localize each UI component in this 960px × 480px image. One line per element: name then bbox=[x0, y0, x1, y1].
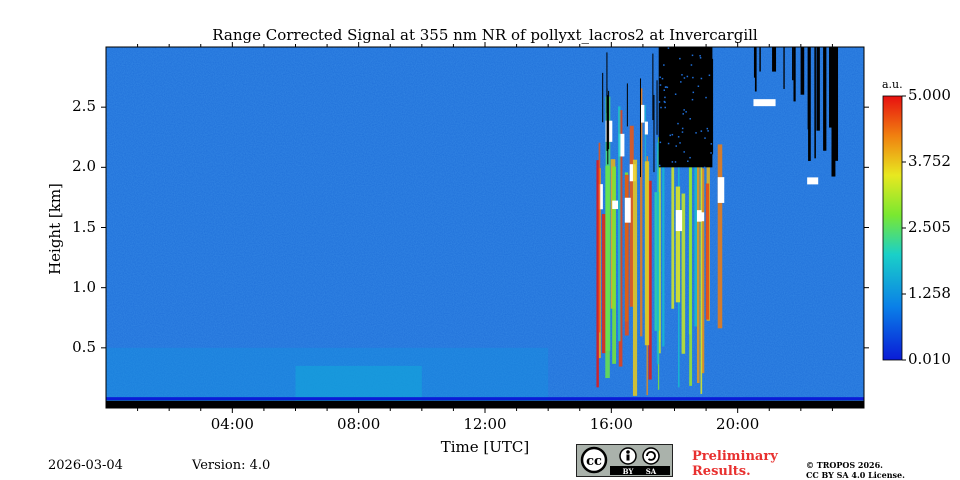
version-label: Version: 4.0 bbox=[192, 458, 271, 473]
cc-text: cc bbox=[586, 454, 602, 469]
x-axis-label: Time [UTC] bbox=[440, 438, 530, 456]
copyright-notice: © TROPOS 2026. CC BY SA 4.0 License. bbox=[806, 460, 905, 480]
y-tick-label: 1.0 bbox=[72, 277, 96, 296]
x-tick-label: 16:00 bbox=[589, 415, 633, 433]
feature-cloud-patch-late bbox=[807, 47, 839, 185]
colorbar bbox=[882, 95, 903, 361]
y-tick-label: 0.5 bbox=[72, 337, 96, 356]
colorbar-unit: a.u. bbox=[882, 78, 903, 91]
x-tick-label: 08:00 bbox=[337, 415, 381, 433]
colorbar-tick-label: 0.010 bbox=[908, 350, 951, 368]
colorbar-tick-label: 1.258 bbox=[908, 284, 951, 302]
surface-layer bbox=[106, 397, 864, 401]
signal-noise bbox=[106, 47, 864, 408]
cc-icon bbox=[580, 446, 608, 474]
preliminary-line-1: Preliminary bbox=[692, 449, 778, 464]
feature-cloud-top-cluster bbox=[658, 47, 713, 169]
x-tick-label: 12:00 bbox=[463, 415, 507, 433]
x-tick-label: 20:00 bbox=[716, 415, 760, 433]
colorbar-tick-label: 3.752 bbox=[908, 152, 951, 170]
chart-title: Range Corrected Signal at 355 nm NR of p… bbox=[212, 26, 758, 44]
preliminary-notice: Preliminary Results. bbox=[692, 449, 778, 479]
surface-no-data bbox=[106, 400, 864, 408]
copyright-line-1: © TROPOS 2026. bbox=[806, 460, 883, 470]
cc-license-badge: cc BY SA bbox=[576, 444, 673, 477]
date-label: 2026-03-04 bbox=[48, 458, 123, 473]
sa-text: SA bbox=[646, 467, 657, 476]
by-text: BY bbox=[623, 467, 635, 476]
colorbar-tick-label: 2.505 bbox=[908, 218, 951, 236]
feature-aerosol-layer bbox=[295, 365, 422, 402]
y-tick-label: 2.5 bbox=[72, 97, 96, 116]
feature-cloud-column bbox=[596, 52, 725, 396]
colorbar-tick-label: 5.000 bbox=[908, 86, 951, 104]
sa-share-icon bbox=[642, 447, 660, 465]
y-tick-label: 2.0 bbox=[72, 157, 96, 176]
preliminary-line-2: Results. bbox=[692, 464, 751, 479]
feature-cloud-patch bbox=[753, 47, 805, 107]
copyright-line-2: CC BY SA 4.0 License. bbox=[806, 470, 905, 480]
y-tick-label: 1.5 bbox=[72, 217, 96, 236]
x-tick-label: 04:00 bbox=[210, 415, 254, 433]
